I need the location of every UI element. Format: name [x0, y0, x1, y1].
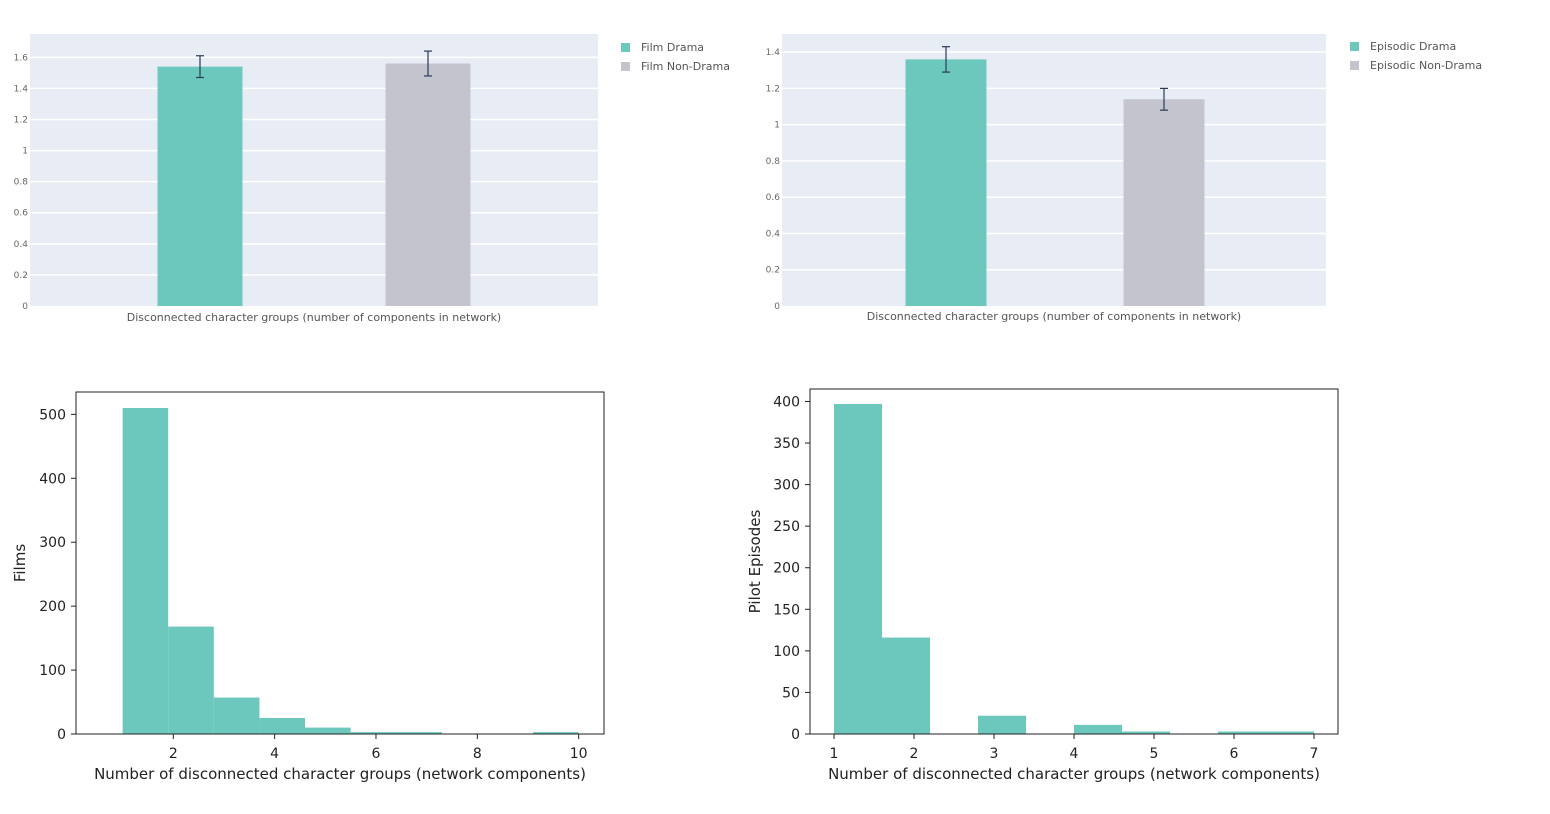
- histogram-bar: [168, 626, 214, 734]
- y-tick-label: 50: [782, 685, 800, 701]
- y-tick-label: 1: [774, 121, 780, 131]
- y-tick-label: 250: [773, 519, 800, 535]
- x-tick-label: 10: [570, 746, 588, 762]
- x-axis-label: Number of disconnected character groups …: [828, 765, 1320, 783]
- y-tick-label: 0.8: [766, 157, 781, 167]
- histogram-bar: [882, 637, 930, 734]
- y-tick-label: 0.6: [766, 193, 781, 203]
- legend-label: Episodic Drama: [1370, 40, 1456, 53]
- y-tick-label: 100: [773, 644, 800, 660]
- y-tick-label: 0.6: [14, 209, 29, 219]
- histogram-bar: [1074, 724, 1122, 734]
- histogram-bar: [1122, 731, 1170, 734]
- y-tick-label: 200: [39, 599, 66, 615]
- y-axis-label: Pilot Episodes: [746, 510, 764, 614]
- y-axis-label: Films: [11, 544, 29, 582]
- histogram-bar: [259, 718, 306, 734]
- y-tick-label: 0: [791, 727, 800, 743]
- x-tick-label: 6: [1230, 746, 1239, 762]
- y-tick-label: 0: [774, 302, 780, 312]
- x-axis-label: Disconnected character groups (number of…: [127, 311, 501, 324]
- plot-background: [30, 34, 598, 306]
- y-tick-label: 1.4: [14, 84, 29, 94]
- episodic-drama-bar-chart: 0 0.2 0.4 0.6 0.8 1 1.2 1.4 Disconnected charact…: [766, 34, 1482, 323]
- y-tick-label: 350: [773, 436, 800, 452]
- film-drama-bar-chart: 0 0.2 0.4 0.6 0.8 1 1.2 1.4 1.6 Disconnected char…: [14, 34, 730, 324]
- legend-swatch: [621, 43, 630, 52]
- y-tick-label: 0.8: [14, 178, 29, 188]
- legend-swatch: [1350, 42, 1359, 51]
- histogram-bar: [305, 727, 351, 734]
- y-tick-label: 400: [39, 471, 66, 487]
- y-tick-label: 0: [22, 302, 28, 312]
- y-tick-label: 0.2: [14, 271, 28, 281]
- y-tick-label: 200: [773, 561, 800, 577]
- histogram-bar: [213, 697, 260, 734]
- x-tick-label: 4: [1070, 746, 1079, 762]
- x-tick-label: 2: [169, 746, 178, 762]
- y-tick-label: 300: [39, 535, 66, 551]
- histogram-bar: [978, 715, 1026, 734]
- histogram-bar: [533, 732, 579, 734]
- y-tick-label: 500: [39, 407, 66, 423]
- y-tick-label: 0.4: [766, 229, 781, 239]
- y-tick-label: 150: [773, 602, 800, 618]
- histogram-bar: [122, 407, 169, 734]
- plot-frame: [75, 391, 605, 735]
- x-axis-label: Disconnected character groups (number of…: [867, 310, 1241, 323]
- bar: [905, 59, 987, 307]
- legend-swatch: [621, 62, 630, 71]
- bar: [385, 63, 471, 306]
- legend-swatch: [1350, 61, 1359, 70]
- legend-label: Film Drama: [641, 41, 704, 54]
- y-tick-label: 1.2: [766, 84, 780, 94]
- plot-background: [782, 34, 1326, 306]
- x-tick-label: 5: [1150, 746, 1159, 762]
- x-tick-label: 8: [473, 746, 482, 762]
- bar: [157, 66, 243, 306]
- x-tick-label: 2: [910, 746, 919, 762]
- legend-label: Film Non-Drama: [641, 60, 730, 73]
- y-tick-label: 0.4: [14, 240, 29, 250]
- y-tick-label: 1.6: [14, 53, 29, 63]
- x-tick-label: 1: [830, 746, 839, 762]
- y-tick-label: 1.2: [14, 115, 28, 125]
- pilot-episodes-histogram: 1 2 3 4 5 6 7 0 50 100 150 200 250 300 350 400 Number of…: [746, 388, 1339, 783]
- x-axis-label: Number of disconnected character groups …: [94, 765, 586, 783]
- y-tick-label: 300: [773, 478, 800, 494]
- x-tick-label: 6: [372, 746, 381, 762]
- histogram-bar: [834, 403, 882, 734]
- histogram-bar: [350, 732, 397, 734]
- x-tick-label: 7: [1310, 746, 1319, 762]
- histogram-bar: [1218, 731, 1266, 734]
- legend-label: Episodic Non-Drama: [1370, 59, 1482, 72]
- histogram-bar: [396, 732, 442, 734]
- y-tick-label: 0: [57, 727, 66, 743]
- histogram-bar: [1266, 731, 1314, 734]
- x-tick-label: 3: [990, 746, 999, 762]
- y-tick-label: 400: [773, 394, 800, 410]
- y-tick-label: 100: [39, 663, 66, 679]
- x-tick-label: 4: [270, 746, 279, 762]
- y-tick-label: 1.4: [766, 48, 781, 58]
- y-tick-label: 1: [22, 147, 28, 157]
- y-tick-label: 0.2: [766, 266, 780, 276]
- bar: [1123, 99, 1205, 306]
